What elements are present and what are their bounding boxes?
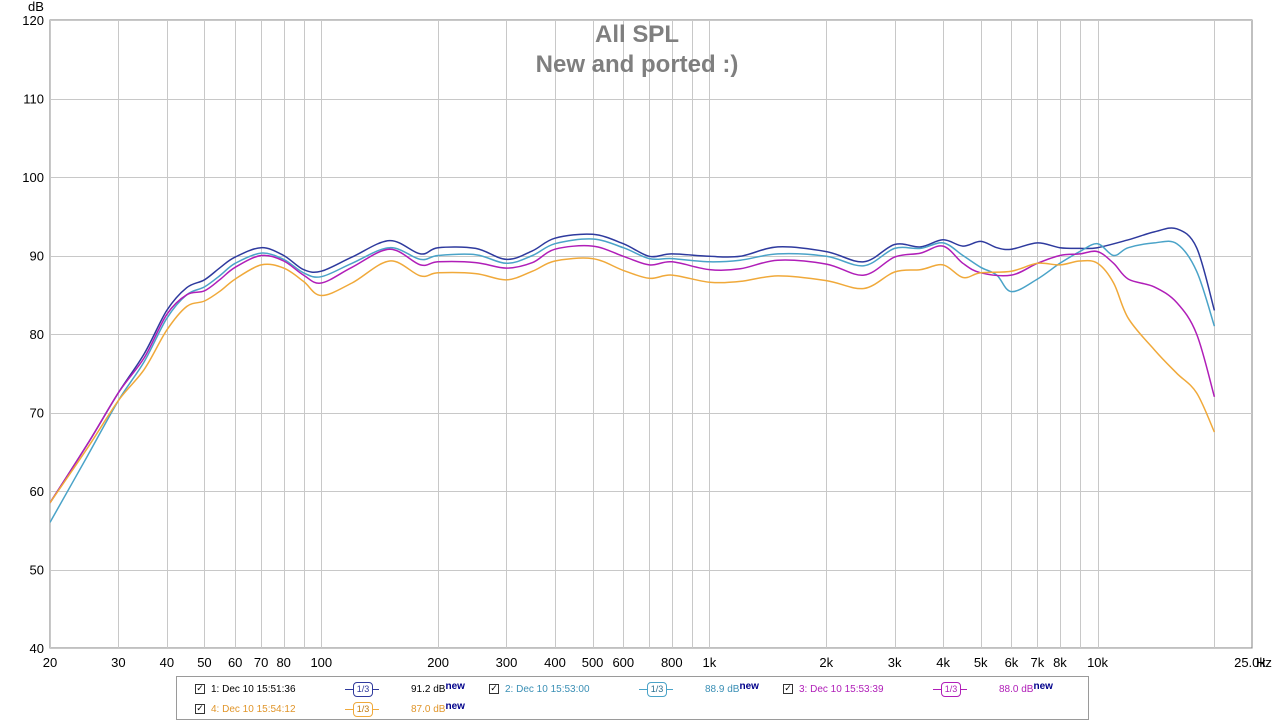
chart-subtitle: New and ported :) [536,51,739,78]
y-tick-label: 50 [30,563,44,578]
x-tick-label: 70 [254,655,268,670]
x-tick-label: 400 [544,655,566,670]
smoothing-label-2: 1/3 [647,682,667,697]
legend-checkbox-1[interactable]: ✓ [195,684,205,694]
legend-label-2: 2: Dec 10 15:53:00 [505,684,590,695]
x-tick-label: 25.0k [1234,655,1266,670]
series-line-3 [50,244,1216,504]
x-tick-label: 10k [1087,655,1108,670]
legend-entry-4[interactable]: ✓ 4: Dec 10 15:54:12 1/3 87.0 dBnew [195,699,485,719]
legend-new-tag-4: new [445,701,465,712]
series-line-4 [50,257,1216,504]
legend-level-2: 88.9 dBnew [705,681,759,695]
x-tick-label: 1k [703,655,717,670]
smoothing-control-3[interactable]: 1/3 [933,682,967,697]
legend-label-1: 1: Dec 10 15:51:36 [211,684,296,695]
x-tick-label: 2k [819,655,833,670]
x-tick-label: 300 [496,655,518,670]
y-tick-label: 60 [30,484,44,499]
y-tick-label: 90 [30,249,44,264]
x-axis-ticks: 20 30 40 50 60 70 80 100 200 300 400 500 600 800 1k 2k 3… [43,655,1267,670]
x-tick-label: 800 [661,655,683,670]
legend-entry-3[interactable]: ✓ 3: Dec 10 15:53:39 1/3 88.0 dBnew [783,679,1073,699]
legend-new-tag-1: new [445,681,465,692]
x-tick-label: 4k [936,655,950,670]
y-tick-label: 40 [30,641,44,656]
y-tick-label: 80 [30,327,44,342]
legend-level-4: 87.0 dBnew [411,701,465,715]
legend-entry-1[interactable]: ✓ 1: Dec 10 15:51:36 1/3 91.2 dBnew [195,679,485,699]
legend-level-3: 88.0 dBnew [999,681,1053,695]
legend-label-3: 3: Dec 10 15:53:39 [799,684,884,695]
y-tick-label: 120 [22,13,44,28]
legend: ✓ 1: Dec 10 15:51:36 1/3 91.2 dBnew ✓ 2:… [176,676,1089,720]
x-tick-label: 40 [160,655,174,670]
x-tick-label: 80 [276,655,290,670]
x-tick-label: 600 [612,655,634,670]
y-axis-ticks: 40 50 60 70 80 90 100 110 120 [22,13,44,656]
smoothing-control-2[interactable]: 1/3 [639,682,673,697]
x-tick-label: 5k [974,655,988,670]
legend-new-tag-3: new [1033,681,1053,692]
x-axis-unit: Hz [1256,655,1272,670]
x-tick-label: 500 [582,655,604,670]
smoothing-control-4[interactable]: 1/3 [345,702,379,717]
y-tick-label: 100 [22,170,44,185]
legend-level-1: 91.2 dBnew [411,681,465,695]
smoothing-control-1[interactable]: 1/3 [345,682,379,697]
frequency-response-chart: All SPL New and ported :) 40 50 60 70 80 90 10… [22,0,1272,670]
legend-label-4: 4: Dec 10 15:54:12 [211,704,296,715]
legend-entry-2[interactable]: ✓ 2: Dec 10 15:53:00 1/3 88.9 dBnew [489,679,779,699]
x-tick-label: 100 [310,655,332,670]
x-tick-label: 30 [111,655,125,670]
series-line-2 [50,238,1216,523]
legend-checkbox-2[interactable]: ✓ [489,684,499,694]
series-lines [50,227,1216,523]
smoothing-label-1: 1/3 [353,682,373,697]
x-tick-label: 3k [888,655,902,670]
legend-checkbox-4[interactable]: ✓ [195,704,205,714]
smoothing-label-4: 1/3 [353,702,373,717]
series-line-1 [50,227,1216,504]
x-tick-label: 8k [1053,655,1067,670]
smoothing-label-3: 1/3 [941,682,961,697]
x-tick-label: 50 [197,655,211,670]
legend-new-tag-2: new [739,681,759,692]
x-tick-label: 200 [427,655,449,670]
y-tick-label: 110 [23,92,44,107]
legend-checkbox-3[interactable]: ✓ [783,684,793,694]
y-axis-label: dB [28,0,44,14]
chart-title: All SPL [595,21,679,48]
y-tick-label: 70 [30,406,44,421]
x-tick-label: 60 [228,655,242,670]
x-tick-label: 20 [43,655,57,670]
x-tick-label: 6k [1005,655,1019,670]
x-tick-label: 7k [1031,655,1045,670]
